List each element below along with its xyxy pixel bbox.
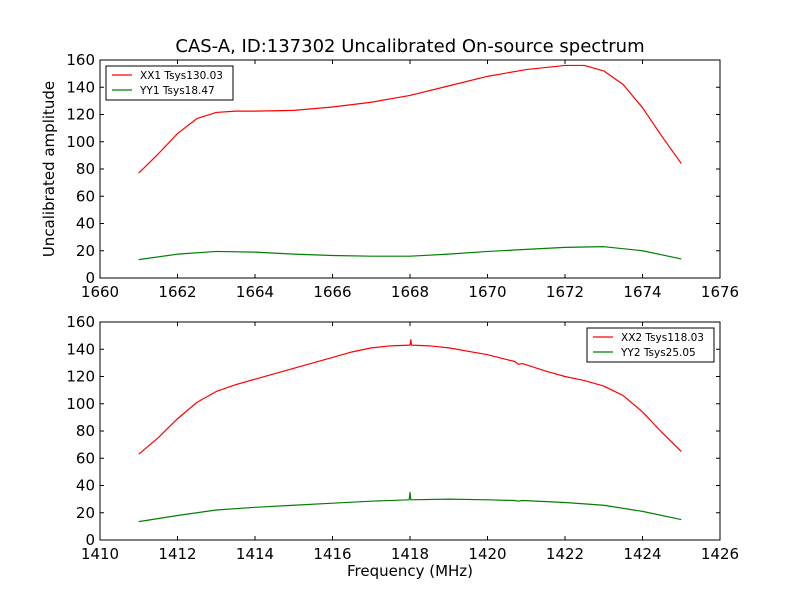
legend: XX2 Tsys118.03 YY2 Tsys25.05	[586, 327, 715, 363]
y-tick-label: 20	[76, 242, 95, 260]
plot-panel-1: 1660 1662 1664 1666 1668 1670 1672 1674 1676 0 20 4…	[66, 51, 739, 301]
x-tick-label: 1424	[623, 545, 661, 563]
chart-title: CAS-A, ID:137302 Uncalibrated On-source …	[175, 36, 644, 57]
x-tick-label: 1420	[468, 545, 506, 563]
y-tick-label: 140	[66, 340, 95, 358]
legend-entry: YY2 Tsys25.05	[620, 347, 696, 359]
x-tick-label: 1410	[81, 545, 119, 563]
x-tick-label: 1426	[701, 545, 739, 563]
y-tick-label: 0	[85, 531, 95, 549]
x-tick-label: 1416	[313, 545, 351, 563]
series-line-yy1	[138, 246, 682, 261]
legend-box	[586, 327, 715, 363]
x-axis-label: Frequency (MHz)	[347, 562, 473, 580]
legend-entry: XX1 Tsys130.03	[140, 70, 223, 82]
y-tick-label: 120	[66, 368, 95, 386]
x-tick-label: 1414	[236, 545, 274, 563]
x-tick-label: 1412	[158, 545, 196, 563]
x-tick-label: 1668	[391, 283, 429, 301]
y-tick-label: 20	[76, 504, 95, 522]
x-tick-label: 1672	[546, 283, 584, 301]
x-tick-label: 1418	[391, 545, 429, 563]
y-tick-label: 40	[76, 477, 95, 495]
legend: XX1 Tsys130.03 YY1 Tsys18.47	[105, 65, 234, 101]
y-tick-label: 140	[66, 78, 95, 96]
series-line-xx2	[138, 339, 682, 455]
y-axis-label: Uncalibrated amplitude	[40, 81, 58, 257]
y-tick-label: 80	[76, 160, 95, 178]
series-line-yy2	[138, 491, 682, 523]
legend-entry: XX2 Tsys118.03	[621, 332, 704, 344]
y-tick-label: 40	[76, 215, 95, 233]
y-tick-label: 0	[85, 269, 95, 287]
y-tick-label: 160	[66, 51, 95, 69]
legend-entry: YY1 Tsys18.47	[139, 85, 215, 97]
x-tick-label: 1674	[623, 283, 661, 301]
x-tick-label: 1660	[81, 283, 119, 301]
series-line-xx1	[138, 64, 682, 174]
y-tick-label: 100	[66, 395, 95, 413]
y-tick-label: 120	[66, 106, 95, 124]
x-tick-label: 1662	[158, 283, 196, 301]
legend-box	[105, 65, 234, 101]
y-tick-label: 60	[76, 187, 95, 205]
y-tick-label: 160	[66, 313, 95, 331]
y-tick-label: 60	[76, 449, 95, 467]
x-tick-label: 1664	[236, 283, 274, 301]
x-tick-label: 1676	[701, 283, 739, 301]
x-tick-label: 1666	[313, 283, 351, 301]
plot-panel-2: 1410 1412 1414 1416 1418 1420 1422 1424 1426 0 20 4…	[66, 313, 739, 563]
x-tick-label: 1670	[468, 283, 506, 301]
y-tick-label: 80	[76, 422, 95, 440]
y-tick-label: 100	[66, 133, 95, 151]
x-tick-label: 1422	[546, 545, 584, 563]
